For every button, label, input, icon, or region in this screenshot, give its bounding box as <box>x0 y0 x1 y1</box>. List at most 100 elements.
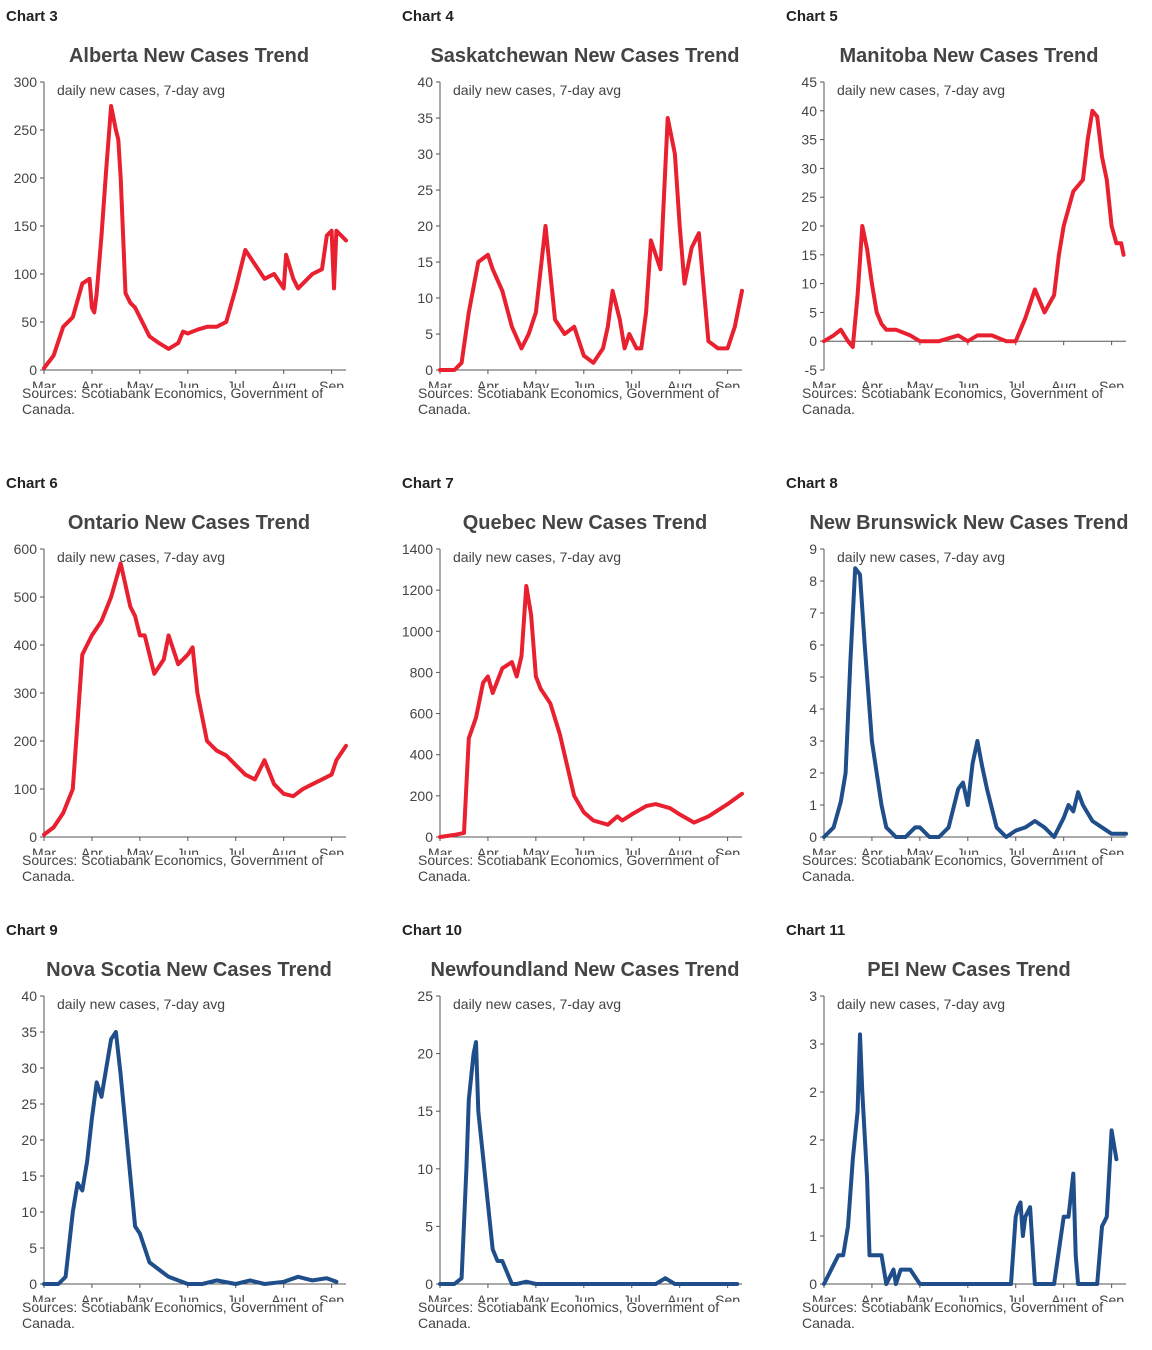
series-line <box>438 1040 740 1286</box>
chart-panel: Chart 3 Alberta New Cases Trend 0 50 100 150 2… <box>4 8 388 428</box>
y-tick-label: 3 <box>809 1036 817 1052</box>
y-tick-label: 1 <box>809 1180 817 1196</box>
y-tick-label: 600 <box>410 706 434 722</box>
y-tick-label: 500 <box>14 589 38 605</box>
source-note: Sources: Scotiabank Economics, Governmen… <box>802 852 1104 884</box>
chart-plot: 0 100 200 300 400 500 600 Mar Apr May Jun Jul Aug Sep… <box>14 541 348 855</box>
y-tick-label: 30 <box>21 1060 37 1076</box>
x-tick-label: Jul <box>227 1292 245 1302</box>
y-tick-label: 5 <box>809 669 817 685</box>
x-tick-label: Mar <box>32 845 56 855</box>
chart-number-label: Chart 11 <box>786 922 846 939</box>
x-tick-label: Mar <box>428 1292 452 1302</box>
chart-plot: 0 1 2 3 4 5 6 7 8 9 Mar Apr May Jun Jul Aug Sep daily new… <box>809 541 1128 855</box>
y-tick-label: 800 <box>410 664 434 680</box>
y-tick-label: 150 <box>14 218 38 234</box>
y-axis-unit-label: daily new cases, 7-day avg <box>453 82 621 98</box>
source-note: Sources: Scotiabank Economics, Governmen… <box>802 385 1104 417</box>
source-note: Sources: Scotiabank Economics, Governmen… <box>22 385 324 417</box>
x-tick-label: May <box>127 378 153 388</box>
x-tick-label: Mar <box>428 378 452 388</box>
chart-title: Quebec New Cases Trend <box>462 512 708 534</box>
y-tick-label: 0 <box>809 333 817 349</box>
x-tick-label: Mar <box>812 1292 836 1302</box>
y-tick-label: 250 <box>14 122 38 138</box>
y-tick-label: 15 <box>21 1168 37 1184</box>
y-tick-label: 0 <box>29 362 37 378</box>
y-tick-label: 2 <box>809 765 817 781</box>
x-tick-label: May <box>127 845 153 855</box>
x-tick-label: Jun <box>573 378 596 388</box>
y-tick-label: 200 <box>14 170 38 186</box>
y-tick-label: 20 <box>21 1132 37 1148</box>
x-tick-label: May <box>523 845 549 855</box>
x-tick-label: Apr <box>477 1292 499 1302</box>
y-tick-label: 50 <box>21 314 37 330</box>
x-tick-label: May <box>907 845 933 855</box>
x-tick-label: Jun <box>957 1292 980 1302</box>
x-tick-label: Mar <box>32 1292 56 1302</box>
y-tick-label: 0 <box>29 1276 37 1292</box>
x-tick-label: Aug <box>667 378 692 388</box>
chart-plot: -5 0 5 10 15 20 25 30 35 40 45 Mar Apr May Jun Jul Aug Se… <box>801 74 1126 388</box>
y-tick-label: 0 <box>425 362 433 378</box>
chart-plot: 0 1 1 2 2 3 3 Mar Apr May Jun Jul Aug Sep daily new ca… <box>809 988 1126 1302</box>
chart-number-label: Chart 8 <box>786 475 838 492</box>
x-tick-label: Aug <box>271 845 296 855</box>
y-tick-label: 400 <box>14 637 38 653</box>
x-tick-label: Mar <box>428 845 452 855</box>
series-line <box>822 566 1128 839</box>
source-note: Sources: Scotiabank Economics, Governmen… <box>22 852 324 884</box>
chart-plot: 0 5 10 15 20 25 Mar Apr May Jun Jul Aug Sep daily new… <box>417 988 742 1302</box>
chart-title: New Brunswick New Cases Trend <box>809 512 1129 534</box>
chart-plot: 0 50 100 150 200 250 300 Mar Apr May Jun Jul Aug Sep d… <box>14 74 348 388</box>
chart-title: Nova Scotia New Cases Trend <box>46 959 332 981</box>
chart-panel: Chart 4 Saskatchewan New Cases Trend 0 5 10 1… <box>400 8 784 428</box>
y-axis-unit-label: daily new cases, 7-day avg <box>57 996 225 1012</box>
y-tick-label: -5 <box>805 362 818 378</box>
x-tick-label: Jun <box>177 378 200 388</box>
y-tick-label: 400 <box>410 747 434 763</box>
y-tick-label: 2 <box>809 1084 817 1100</box>
y-tick-label: 25 <box>21 1096 37 1112</box>
chart-title: PEI New Cases Trend <box>867 959 1071 981</box>
chart-number-label: Chart 7 <box>402 475 454 492</box>
y-tick-label: 1 <box>809 797 817 813</box>
x-tick-label: Jun <box>957 845 980 855</box>
y-tick-label: 10 <box>21 1204 37 1220</box>
x-tick-label: May <box>907 1292 933 1302</box>
y-tick-label: 35 <box>801 132 817 148</box>
x-tick-label: Apr <box>861 845 883 855</box>
y-tick-label: 7 <box>809 605 817 621</box>
chart-title: Newfoundland New Cases Trend <box>430 959 740 981</box>
chart-title: Alberta New Cases Trend <box>68 45 310 67</box>
y-tick-label: 35 <box>21 1024 37 1040</box>
x-tick-label: Aug <box>271 1292 296 1302</box>
x-tick-label: Sep <box>1099 378 1124 388</box>
x-tick-label: Aug <box>667 845 692 855</box>
source-note: Sources: Scotiabank Economics, Governmen… <box>22 1299 324 1331</box>
source-note: Sources: Scotiabank Economics, Governmen… <box>418 852 720 884</box>
y-tick-label: 30 <box>801 160 817 176</box>
x-tick-label: Sep <box>715 378 740 388</box>
x-tick-label: May <box>127 1292 153 1302</box>
x-tick-label: Jun <box>573 845 596 855</box>
y-tick-label: 40 <box>21 988 37 1004</box>
y-tick-label: 2 <box>809 1132 817 1148</box>
x-tick-label: Jul <box>1007 1292 1025 1302</box>
y-tick-label: 200 <box>410 788 434 804</box>
y-tick-label: 35 <box>417 110 433 126</box>
y-tick-label: 0 <box>809 829 817 845</box>
x-tick-label: Jul <box>1007 845 1025 855</box>
series-line <box>822 1032 1119 1286</box>
chart-panel: Chart 10 Newfoundland New Cases Trend 0 5 10… <box>400 922 784 1342</box>
chart-number-label: Chart 5 <box>786 8 838 25</box>
y-axis-unit-label: daily new cases, 7-day avg <box>837 996 1005 1012</box>
y-tick-label: 20 <box>801 218 817 234</box>
x-tick-label: Sep <box>1099 845 1124 855</box>
x-tick-label: Apr <box>861 1292 883 1302</box>
x-tick-label: Jul <box>623 378 641 388</box>
chart-number-label: Chart 6 <box>6 475 58 492</box>
chart-number-label: Chart 9 <box>6 922 58 939</box>
x-tick-label: Jun <box>177 845 200 855</box>
